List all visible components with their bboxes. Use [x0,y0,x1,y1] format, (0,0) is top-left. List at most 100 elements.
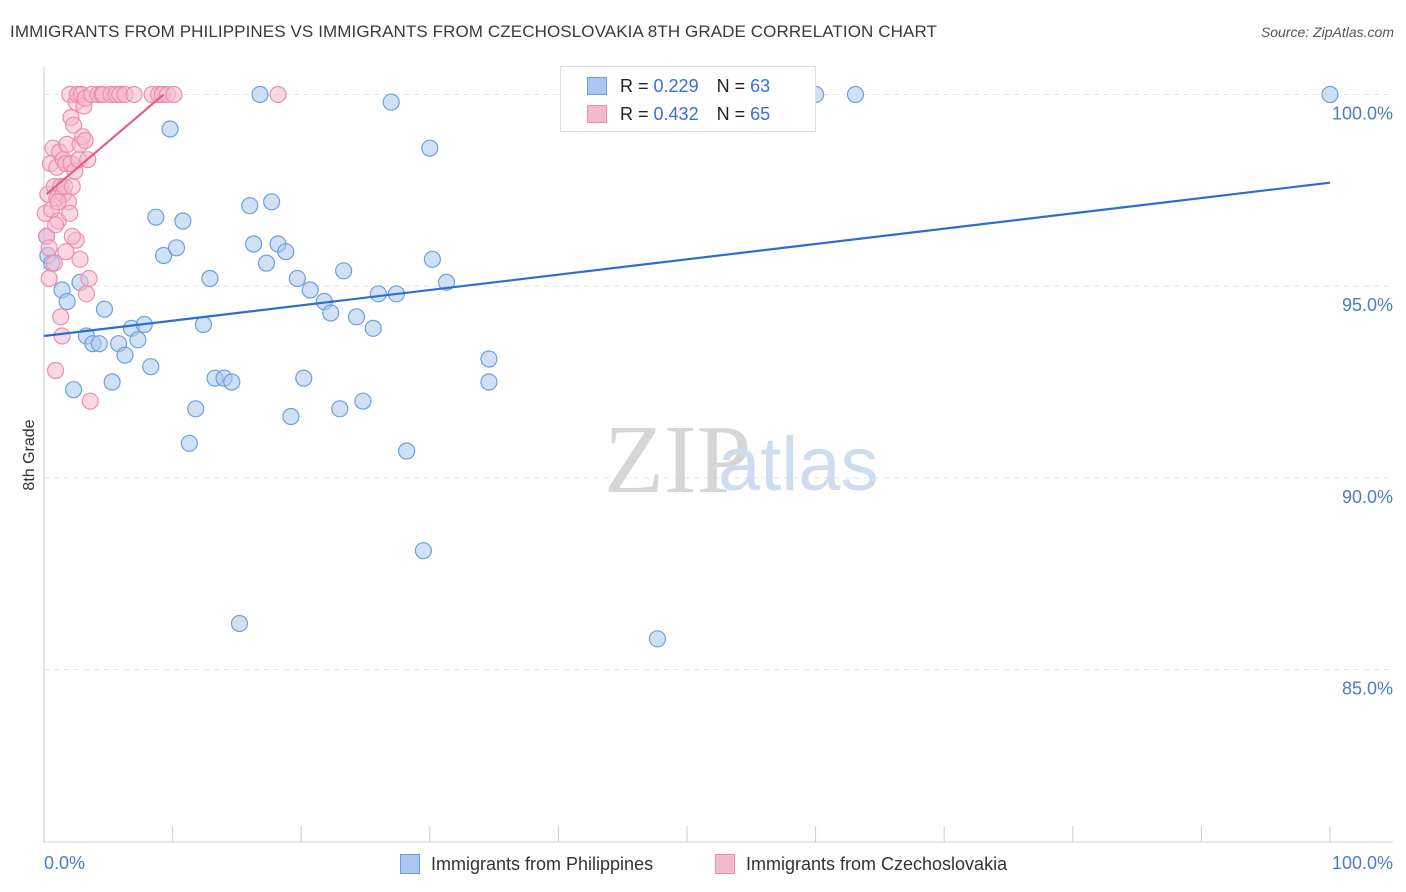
data-point [269,85,287,104]
data-point [63,177,81,196]
legend-item-philippines[interactable]: Immigrants from Philippines [400,850,653,878]
data-point [77,285,96,303]
legend-n-value: 65 [750,103,771,124]
legend-swatch-pink [587,105,607,123]
legend-swatch-blue [400,854,420,874]
data-point [480,350,498,368]
data-point [354,392,372,410]
data-point [282,407,300,426]
data-point [46,361,65,380]
data-point [90,335,108,353]
data-point [174,212,192,230]
data-point [58,292,76,311]
data-point [322,304,340,322]
y-tick-label: 100.0% [1332,104,1393,124]
data-point [76,131,94,150]
x-tick-label-right: 100.0% [1332,853,1393,873]
legend-r-value: 0.229 [653,75,699,96]
legend-r-label: R = [620,75,649,96]
data-point [45,254,63,272]
data-point [251,85,269,104]
data-point [201,269,219,288]
legend-n-label: N = [716,103,746,124]
data-point [480,373,498,391]
data-point [187,400,205,418]
data-point [103,373,121,391]
data-point [241,197,259,215]
y-axis-label: 8th Grade [21,419,38,490]
legend-label-czechoslovakia: Immigrants from Czechoslovakia [746,853,1008,874]
data-point [263,193,281,211]
legend-row-czechoslovakia: R = 0.432 N = 65 [587,101,770,127]
y-tick-label: 90.0% [1342,487,1393,507]
data-point [382,93,400,111]
data-point [335,262,353,280]
data-point [64,381,83,399]
legend-r-label: R = [620,103,649,124]
data-point [52,308,70,326]
legend-swatch-pink [715,854,735,874]
legend-swatch-blue [587,77,607,95]
data-point [421,139,439,157]
data-point [295,369,313,387]
data-point [648,630,667,648]
data-point [846,85,865,104]
trend-lines [43,93,1331,338]
data-point [57,243,75,261]
data-point [167,239,186,257]
y-tick-label: 85.0% [1342,679,1393,699]
watermark-atlas: atlas [718,422,879,507]
data-point [80,269,98,288]
data-point [46,216,65,234]
data-point [347,308,366,326]
data-point [142,358,160,376]
data-point [63,227,81,245]
data-point [154,246,173,265]
data-point [369,285,387,303]
data-point [180,434,198,452]
legend-item-czechoslovakia[interactable]: Immigrants from Czechoslovakia [715,850,1007,878]
data-point [1321,85,1339,104]
legend-n-label: N = [716,75,746,96]
data-point [165,85,183,104]
legend-n-value: 63 [750,75,771,96]
data-point [437,273,456,291]
data-point [64,116,83,134]
legend-r-value: 0.432 [653,103,699,124]
series-philippines [37,85,1339,648]
data-point [364,319,382,337]
source-label: Source: ZipAtlas.com [1260,24,1394,40]
data-point [53,327,71,345]
data-point [161,120,179,138]
data-point [147,208,165,226]
stats-legend: R = 0.229 N = 63 R = 0.432 N = 65 [560,66,816,132]
data-point [414,542,432,560]
data-point [257,254,276,272]
data-points [36,85,1339,648]
data-point [81,392,99,410]
y-tick-labels: 100.0% 95.0% 90.0% 85.0% [1332,104,1393,699]
data-point [95,300,114,318]
data-point [40,269,58,288]
trend-line-philippines [43,181,1331,338]
data-point [116,346,134,364]
data-point [194,315,213,334]
gridlines [44,94,1393,670]
trend-line-czechoslovakia [45,93,165,196]
data-point [125,85,143,104]
data-point [398,442,416,460]
y-tick-label: 95.0% [1342,295,1393,315]
data-point [245,235,263,253]
axes [43,67,1393,843]
data-point [288,269,306,288]
watermark-zip: ZIP [604,406,751,514]
data-point [423,250,441,268]
data-point [61,204,79,222]
data-point [331,400,349,418]
legend-row-philippines: R = 0.229 N = 63 [587,73,770,99]
data-point [40,239,58,257]
legend-label-philippines: Immigrants from Philippines [431,853,654,874]
x-tick-label-left: 0.0% [44,853,85,873]
data-point [277,243,295,261]
data-point [49,193,67,211]
